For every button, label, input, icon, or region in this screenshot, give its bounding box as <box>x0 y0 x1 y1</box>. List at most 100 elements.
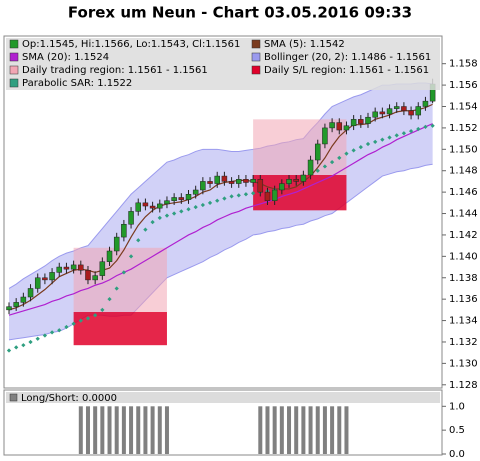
candle-body <box>207 181 213 184</box>
candle-body <box>78 264 84 271</box>
candle-body <box>314 143 321 161</box>
y-tick-label: 1.148 <box>449 166 478 177</box>
candle-body <box>171 197 177 201</box>
legend-label: Parabolic SAR: 1.1522 <box>22 78 132 89</box>
legend-label: SMA (20): 1.1524 <box>22 52 109 63</box>
candle-body <box>200 181 206 191</box>
candle-body <box>20 296 27 303</box>
bar <box>337 406 342 454</box>
candle-body <box>257 179 264 193</box>
candle-body <box>271 189 278 201</box>
legend-label: SMA (5): 1.1542 <box>264 39 345 50</box>
sar-dot <box>250 191 256 196</box>
bar <box>258 406 263 454</box>
candle-body <box>286 179 292 184</box>
candle-body <box>379 111 386 115</box>
y-tick-label: 1.136 <box>449 294 478 305</box>
sar-dot <box>136 238 141 243</box>
candle-body <box>358 119 364 124</box>
legend-box <box>6 38 440 90</box>
candle-body <box>178 197 185 200</box>
candle-body <box>293 179 299 182</box>
sar-dot <box>351 148 356 153</box>
candle-body <box>236 179 242 184</box>
legend-swatch <box>9 65 19 75</box>
legend-swatch <box>9 393 18 402</box>
candle-body <box>185 194 192 200</box>
sar-dot <box>408 128 414 134</box>
candle-body <box>34 277 41 289</box>
sar-dot <box>128 254 134 259</box>
y-tick-label: 0.0 <box>449 449 465 457</box>
sar-dot <box>243 192 249 197</box>
candle-body <box>164 200 170 205</box>
y-tick-label: 1.130 <box>449 358 478 369</box>
y-tick-label: 1.156 <box>449 80 478 91</box>
legend-swatch <box>251 39 261 49</box>
bar <box>100 406 105 454</box>
legend-swatch <box>251 65 261 75</box>
sar-dot <box>179 209 184 214</box>
legend-swatch <box>9 52 19 62</box>
sar-dot <box>186 207 191 212</box>
y-tick-label: 1.138 <box>449 273 478 284</box>
sar-dot <box>193 204 198 210</box>
legend-label: Daily S/L region: 1.1561 - 1.1561 <box>264 65 429 76</box>
candle-body <box>343 125 350 131</box>
sar-dot <box>236 193 241 198</box>
bar <box>85 406 90 454</box>
y-tick-label: 1.158 <box>449 59 478 70</box>
bar <box>301 406 306 454</box>
candle-body <box>415 106 422 116</box>
y-tick-label: 0.5 <box>449 425 465 436</box>
bar <box>322 406 327 454</box>
candle-body <box>42 277 48 281</box>
candle-body <box>70 264 77 270</box>
bar <box>344 406 349 454</box>
legend-label: Daily trading region: 1.1561 - 1.1561 <box>22 65 208 76</box>
candle-body <box>149 205 156 209</box>
legend-swatch <box>251 52 261 62</box>
sar-dot <box>344 151 349 156</box>
bar <box>143 406 148 454</box>
candle-body <box>99 261 106 276</box>
candle-body <box>408 110 414 116</box>
sar-dot <box>337 155 342 160</box>
candle-body <box>92 275 98 281</box>
y-tick-label: 1.140 <box>449 251 478 262</box>
candle-body <box>214 175 220 184</box>
y-tick-label: 1.152 <box>449 123 478 134</box>
sar-dot <box>215 198 220 203</box>
candle-body <box>365 116 371 124</box>
bar <box>279 406 284 454</box>
bar <box>164 406 169 454</box>
candle-body <box>372 111 378 118</box>
bar <box>78 406 83 454</box>
candle-body <box>250 179 256 183</box>
candle-body <box>128 211 134 225</box>
candle-body <box>300 174 307 182</box>
sar-dot <box>172 211 177 216</box>
candle-body <box>142 202 149 207</box>
candle-body <box>350 119 357 127</box>
sar-dot <box>200 202 205 208</box>
bar <box>129 406 134 454</box>
sar-dot <box>329 160 335 165</box>
candle-body <box>121 223 127 238</box>
sar-dot <box>150 219 155 225</box>
sar-dot <box>143 227 148 232</box>
candle-body <box>279 183 285 191</box>
legend-label: Op:1.1545, Hi:1.1566, Lo:1.1543, Cl:1.15… <box>22 39 240 50</box>
candle-body <box>85 270 91 281</box>
candle-body <box>157 203 163 209</box>
candle-body <box>422 100 429 107</box>
bar <box>272 406 277 454</box>
candle-body <box>56 266 63 273</box>
candle-body <box>13 302 19 307</box>
sar-dot <box>222 196 227 201</box>
candle-body <box>386 108 393 115</box>
chart-title: Forex um Neun - Chart 03.05.2016 09:33 <box>68 4 412 22</box>
bar <box>315 406 320 454</box>
candle-body <box>307 159 314 176</box>
